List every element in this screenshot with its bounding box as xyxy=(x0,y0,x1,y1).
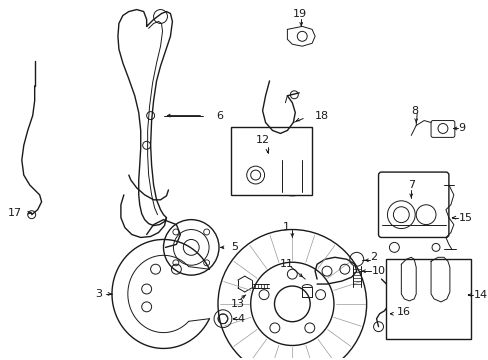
Bar xyxy=(230,127,311,195)
Text: 17: 17 xyxy=(8,208,22,218)
FancyBboxPatch shape xyxy=(378,172,448,238)
Text: 15: 15 xyxy=(458,213,472,222)
Text: 8: 8 xyxy=(410,105,418,116)
FancyBboxPatch shape xyxy=(430,121,454,138)
Bar xyxy=(386,259,470,338)
Text: 3: 3 xyxy=(95,289,102,299)
Text: 19: 19 xyxy=(293,9,307,18)
Text: 9: 9 xyxy=(457,123,464,134)
Text: 12: 12 xyxy=(255,135,269,145)
Text: 13: 13 xyxy=(230,299,244,309)
Text: 4: 4 xyxy=(237,314,244,324)
Text: 7: 7 xyxy=(407,180,414,190)
Text: 14: 14 xyxy=(473,290,487,300)
Text: 5: 5 xyxy=(230,242,237,252)
Text: 18: 18 xyxy=(314,111,328,121)
Text: 16: 16 xyxy=(396,307,409,317)
Text: 2: 2 xyxy=(370,252,377,262)
Text: 1: 1 xyxy=(282,221,289,231)
Text: 10: 10 xyxy=(371,266,385,276)
Text: 11: 11 xyxy=(279,259,293,269)
Text: 6: 6 xyxy=(216,111,223,121)
